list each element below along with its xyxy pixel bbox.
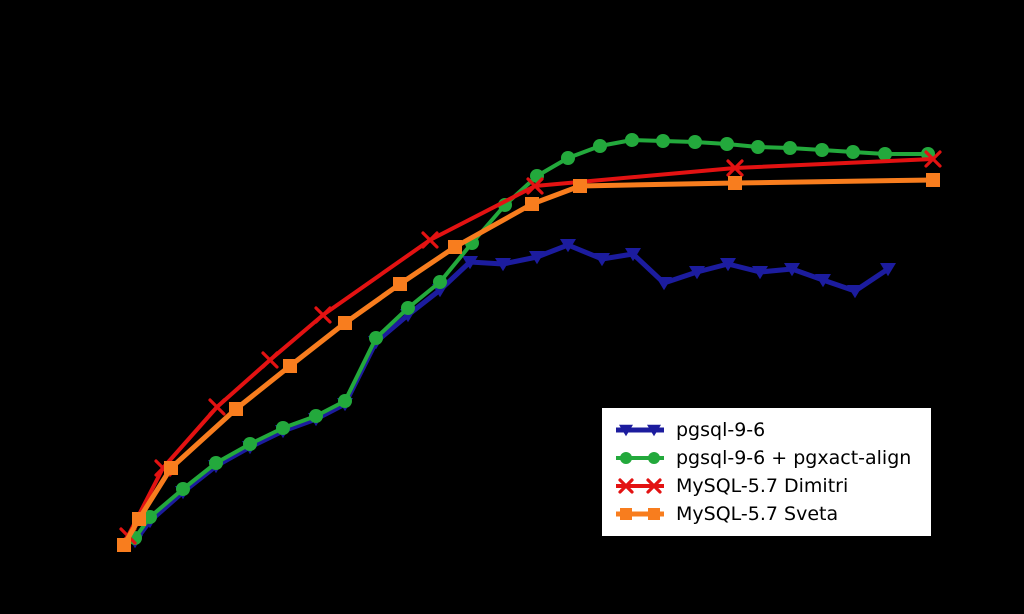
legend-entry-mysql-5-7-sveta: MySQL-5.7 Sveta xyxy=(614,501,919,527)
legend-label: MySQL-5.7 Sveta xyxy=(676,502,839,525)
series-pgsql-9-6-pgxact-align xyxy=(128,133,935,545)
legend-label: pgsql-9-6 xyxy=(676,418,766,441)
legend-sample-mysql-5-7-sveta xyxy=(616,508,664,520)
legend-entry-pgsql-9-6-pgxact-align: pgsql-9-6 + pgxact-align xyxy=(614,445,919,471)
legend-entry-mysql-5-7-dimitri: MySQL-5.7 Dimitri xyxy=(614,473,919,499)
legend-sample-pgsql-9-6 xyxy=(616,424,664,437)
legend-label: pgsql-9-6 + pgxact-align xyxy=(676,446,912,469)
legend-label: MySQL-5.7 Dimitri xyxy=(676,474,849,497)
legend-sample-pgsql-9-6-pgxact-align xyxy=(616,452,664,464)
legend-entry-pgsql-9-6: pgsql-9-6 xyxy=(614,417,919,443)
legend: pgsql-9-6 pgsql-9-6 + pgxact-align MySQL… xyxy=(601,407,932,537)
legend-sample-mysql-5-7-dimitri xyxy=(616,478,664,494)
series-mysql-5-7-sveta xyxy=(117,173,940,552)
